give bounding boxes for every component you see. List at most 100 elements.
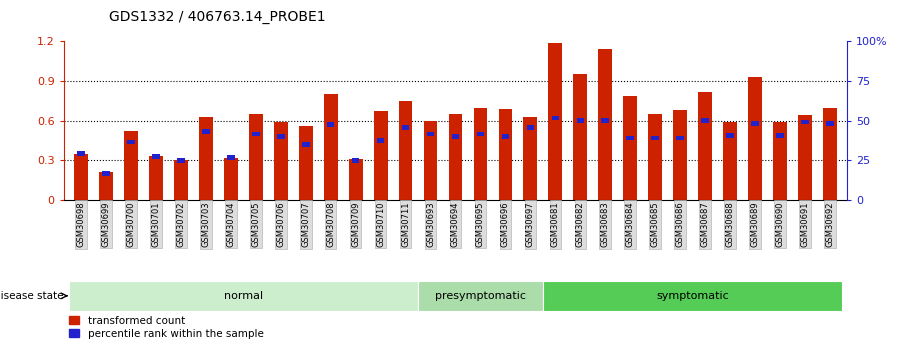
Text: presymptomatic: presymptomatic <box>435 291 526 301</box>
Bar <box>474 108 487 200</box>
Text: GSM30703: GSM30703 <box>201 202 210 247</box>
Bar <box>752 121 759 126</box>
Text: GSM30704: GSM30704 <box>227 202 235 247</box>
Text: GSM30711: GSM30711 <box>401 202 410 247</box>
Text: GSM30702: GSM30702 <box>177 202 186 247</box>
Text: GSM30706: GSM30706 <box>276 202 285 247</box>
Bar <box>543 281 843 310</box>
Text: GSM30709: GSM30709 <box>352 202 360 247</box>
Bar <box>402 125 409 130</box>
Bar <box>274 122 288 200</box>
Text: GSM30682: GSM30682 <box>576 202 585 247</box>
Text: GSM30681: GSM30681 <box>551 202 559 247</box>
Bar <box>649 114 662 200</box>
Text: GSM30685: GSM30685 <box>650 202 660 247</box>
Bar <box>149 156 163 200</box>
Bar <box>573 75 587 200</box>
Bar <box>77 151 85 156</box>
Bar <box>726 133 733 138</box>
Text: GSM30686: GSM30686 <box>676 202 684 247</box>
Bar <box>551 116 559 120</box>
Bar <box>448 114 463 200</box>
Bar <box>277 134 284 139</box>
Bar <box>452 134 459 139</box>
Bar <box>623 96 637 200</box>
Bar <box>577 118 584 123</box>
Text: GSM30691: GSM30691 <box>800 202 809 247</box>
Bar <box>399 101 413 200</box>
Bar <box>627 136 634 140</box>
Bar <box>302 142 310 147</box>
Text: GSM30697: GSM30697 <box>526 202 535 247</box>
Bar <box>651 136 659 140</box>
Text: disease state: disease state <box>0 291 64 301</box>
Text: GSM30696: GSM30696 <box>501 202 510 247</box>
Text: GSM30701: GSM30701 <box>151 202 160 247</box>
Text: GSM30705: GSM30705 <box>251 202 261 247</box>
Bar <box>68 281 418 310</box>
Bar <box>723 122 737 200</box>
Bar <box>548 43 562 200</box>
Bar <box>773 122 787 200</box>
Bar <box>327 122 334 127</box>
Bar <box>324 94 338 200</box>
Bar <box>202 129 210 134</box>
Bar <box>299 126 312 200</box>
Text: GSM30700: GSM30700 <box>127 202 136 247</box>
Text: GSM30689: GSM30689 <box>751 202 760 247</box>
Text: GSM30693: GSM30693 <box>426 202 435 247</box>
Bar <box>128 140 135 144</box>
Text: GSM30687: GSM30687 <box>701 202 710 247</box>
Bar <box>99 172 113 200</box>
Bar <box>599 49 612 200</box>
Bar <box>124 131 138 200</box>
Bar <box>698 92 711 200</box>
Text: GSM30694: GSM30694 <box>451 202 460 247</box>
Bar <box>601 118 609 123</box>
Bar <box>178 158 185 163</box>
Bar <box>748 77 762 200</box>
Bar <box>527 125 534 130</box>
Text: GSM30688: GSM30688 <box>725 202 734 247</box>
Text: normal: normal <box>224 291 263 301</box>
Bar <box>174 160 188 200</box>
Text: GDS1332 / 406763.14_PROBE1: GDS1332 / 406763.14_PROBE1 <box>109 10 326 24</box>
Bar <box>374 111 387 200</box>
Text: GSM30699: GSM30699 <box>102 202 111 247</box>
Bar <box>801 120 809 125</box>
Text: GSM30708: GSM30708 <box>326 202 335 247</box>
Bar <box>418 281 543 310</box>
Bar <box>524 117 537 200</box>
Bar <box>676 136 684 140</box>
Text: GSM30692: GSM30692 <box>825 202 834 247</box>
Bar <box>200 117 213 200</box>
Text: symptomatic: symptomatic <box>656 291 729 301</box>
Text: GSM30698: GSM30698 <box>77 202 86 247</box>
Text: GSM30683: GSM30683 <box>600 202 609 247</box>
Text: GSM30684: GSM30684 <box>626 202 635 247</box>
Bar <box>823 108 836 200</box>
Text: GSM30710: GSM30710 <box>376 202 385 247</box>
Bar <box>252 132 260 136</box>
Bar <box>249 114 262 200</box>
Bar <box>152 154 159 159</box>
Legend: transformed count, percentile rank within the sample: transformed count, percentile rank withi… <box>69 316 263 339</box>
Text: GSM30695: GSM30695 <box>476 202 485 247</box>
Bar <box>427 132 435 136</box>
Bar <box>498 109 512 200</box>
Bar <box>377 138 384 143</box>
Bar <box>776 133 783 138</box>
Bar <box>476 132 484 136</box>
Bar <box>224 158 238 200</box>
Bar <box>424 121 437 200</box>
Bar <box>826 121 834 126</box>
Bar <box>673 110 687 200</box>
Bar <box>75 154 88 200</box>
Bar <box>701 118 709 123</box>
Bar <box>349 159 363 200</box>
Bar <box>102 171 110 176</box>
Bar <box>227 156 235 160</box>
Bar <box>352 158 360 163</box>
Bar <box>502 134 509 139</box>
Text: GSM30690: GSM30690 <box>775 202 784 247</box>
